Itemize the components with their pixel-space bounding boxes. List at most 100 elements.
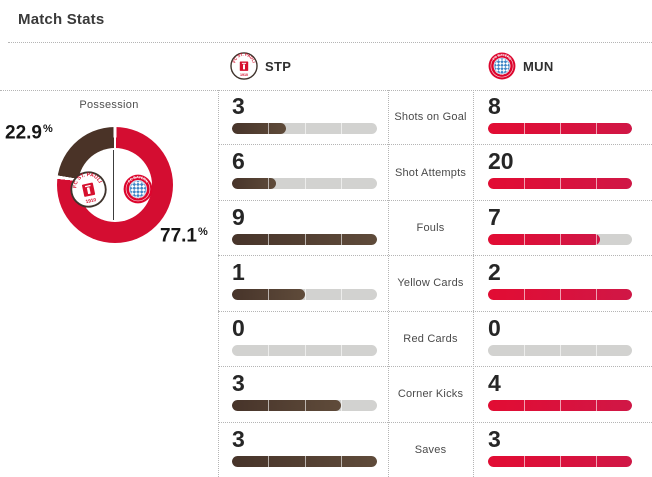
bar-tick	[596, 400, 597, 412]
home-stat-cell: 1	[218, 256, 388, 310]
svg-text:1910: 1910	[240, 73, 248, 77]
away-value: 2	[488, 259, 501, 286]
away-stat-cell: 0	[473, 312, 652, 366]
bar-tick	[524, 123, 525, 134]
stat-label-cell: Red Cards	[388, 312, 473, 366]
away-value: 8	[488, 93, 501, 119]
home-stat-cell: 9	[218, 201, 388, 255]
stat-label: Shot Attempts	[394, 166, 467, 179]
stat-label: Corner Kicks	[397, 388, 464, 401]
stat-label: Fouls	[416, 222, 445, 235]
stat-label-cell: Shot Attempts	[388, 145, 473, 199]
bar-tick	[340, 178, 342, 190]
home-value: 0	[232, 314, 245, 341]
home-bar-track	[232, 289, 377, 301]
possession-away-pct: 77.1%	[160, 225, 208, 247]
home-bar-fill	[232, 123, 287, 134]
column-divider-left	[218, 90, 219, 477]
bar-tick	[340, 123, 342, 134]
home-stat-cell: 3	[218, 423, 388, 477]
possession-donut-chart: FC ST. PAULI 1910 FC BAYERN	[57, 127, 173, 243]
bar-tick	[596, 123, 597, 134]
bar-tick	[596, 289, 597, 301]
bar-tick	[560, 455, 561, 467]
bar-tick	[560, 178, 561, 190]
bar-tick	[304, 400, 306, 412]
away-bar-track	[488, 289, 632, 301]
bar-tick	[268, 233, 270, 245]
home-value: 3	[232, 425, 245, 452]
home-value: 9	[232, 203, 245, 230]
away-bar-track	[488, 233, 632, 245]
away-value: 7	[488, 203, 501, 230]
bar-tick	[304, 233, 306, 245]
stat-label-cell: Corner Kicks	[388, 367, 473, 421]
header-divider	[0, 90, 652, 91]
home-bar-fill	[232, 178, 276, 190]
home-bar-track	[232, 233, 377, 245]
donut-divider-line	[112, 150, 114, 220]
stat-label: Shots on Goal	[394, 111, 467, 124]
away-team-abbr: MUN	[523, 58, 554, 74]
home-value: 3	[232, 370, 245, 397]
away-team-header: FC BAYERN MUNCHEN MUN	[488, 42, 554, 90]
away-stat-cell: 3	[473, 423, 652, 477]
bar-tick	[560, 233, 561, 245]
bar-tick	[524, 344, 525, 356]
bar-tick	[524, 178, 525, 190]
stat-label: Red Cards	[403, 332, 458, 345]
home-value: 6	[232, 148, 245, 175]
bar-tick	[560, 400, 561, 412]
away-stat-cell: 8	[473, 90, 652, 144]
mun-crest-icon: FC BAYERN MUNCHEN	[488, 52, 516, 80]
away-bar-track	[488, 455, 632, 467]
home-stat-cell: 0	[218, 312, 388, 366]
home-value: 3	[232, 93, 245, 119]
away-stat-cell: 2	[473, 256, 652, 310]
stat-row: 6 Shot Attempts 20	[218, 145, 652, 201]
bar-tick	[304, 344, 306, 356]
mun-crest-icon: FC BAYERN MUNCHEN	[123, 174, 153, 204]
bar-tick	[560, 289, 561, 301]
bar-tick	[268, 455, 270, 467]
stats-table: 3 Shots on Goal 8	[218, 90, 652, 477]
bar-tick	[340, 400, 342, 412]
away-bar-track	[488, 344, 632, 356]
bar-tick	[268, 289, 270, 301]
bar-tick	[524, 289, 525, 301]
away-bar-track	[488, 400, 632, 412]
column-divider-label-right	[473, 90, 474, 477]
bar-tick	[596, 178, 597, 190]
away-bar-fill	[488, 233, 600, 245]
away-bar-track	[488, 123, 632, 134]
away-value: 20	[488, 148, 514, 175]
stat-label-cell: Yellow Cards	[388, 256, 473, 310]
home-bar-track	[232, 400, 377, 412]
home-bar-track	[232, 344, 377, 356]
bar-tick	[304, 289, 306, 301]
stat-row: 0 Red Cards 0	[218, 312, 652, 368]
bar-tick	[560, 123, 561, 134]
stp-crest-icon: FC ST. PAULI 1910	[70, 169, 107, 208]
home-bar-track	[232, 123, 377, 134]
page-title: Match Stats	[18, 11, 105, 28]
away-stat-cell: 20	[473, 145, 652, 199]
bar-tick	[596, 233, 597, 245]
bar-tick	[340, 289, 342, 301]
stat-label: Saves	[414, 443, 447, 456]
away-stat-cell: 4	[473, 367, 652, 421]
bar-tick	[524, 233, 525, 245]
title-divider	[8, 42, 652, 43]
stp-crest-icon: FC ST. PAULI 1910	[230, 52, 258, 80]
bar-tick	[340, 455, 342, 467]
bar-tick	[560, 344, 561, 356]
home-value: 1	[232, 259, 245, 286]
bar-tick	[268, 123, 270, 134]
bar-tick	[340, 233, 342, 245]
home-stat-cell: 3	[218, 90, 388, 144]
bar-tick	[268, 344, 270, 356]
bar-tick	[268, 178, 270, 190]
home-stat-cell: 3	[218, 367, 388, 421]
stat-row: 9 Fouls 7	[218, 201, 652, 257]
